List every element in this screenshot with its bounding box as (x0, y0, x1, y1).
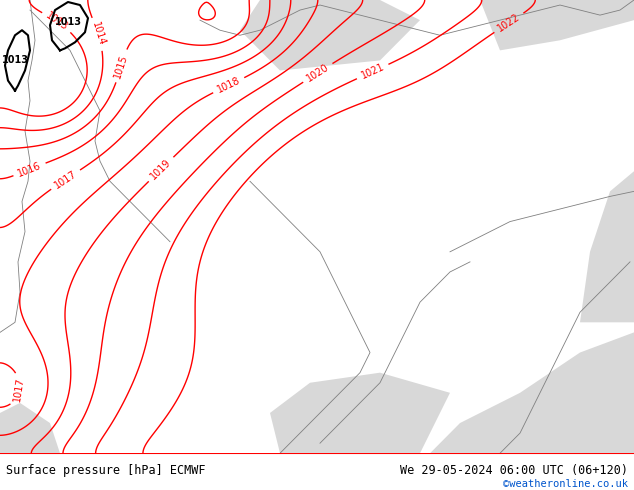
Text: 1016: 1016 (16, 160, 42, 178)
Polygon shape (240, 0, 420, 71)
Polygon shape (580, 171, 634, 322)
Text: ©weatheronline.co.uk: ©weatheronline.co.uk (503, 479, 628, 489)
Text: 1021: 1021 (359, 62, 386, 81)
Text: 1017: 1017 (53, 169, 79, 191)
Text: 1014: 1014 (89, 21, 107, 47)
Text: 1013: 1013 (55, 17, 82, 27)
Polygon shape (0, 403, 60, 453)
Text: Surface pressure [hPa] ECMWF: Surface pressure [hPa] ECMWF (6, 464, 206, 477)
Text: We 29-05-2024 06:00 UTC (06+120): We 29-05-2024 06:00 UTC (06+120) (399, 464, 628, 477)
Text: 1015: 1015 (113, 52, 130, 79)
Text: 1013: 1013 (1, 55, 29, 66)
Text: 1022: 1022 (496, 12, 522, 34)
Text: 1017: 1017 (13, 377, 26, 403)
Text: 1018: 1018 (216, 75, 242, 95)
Polygon shape (480, 0, 634, 50)
Polygon shape (430, 332, 634, 453)
Text: 1013: 1013 (44, 11, 70, 33)
Polygon shape (270, 373, 450, 453)
Text: 1020: 1020 (305, 62, 331, 84)
Text: 1019: 1019 (149, 157, 173, 181)
